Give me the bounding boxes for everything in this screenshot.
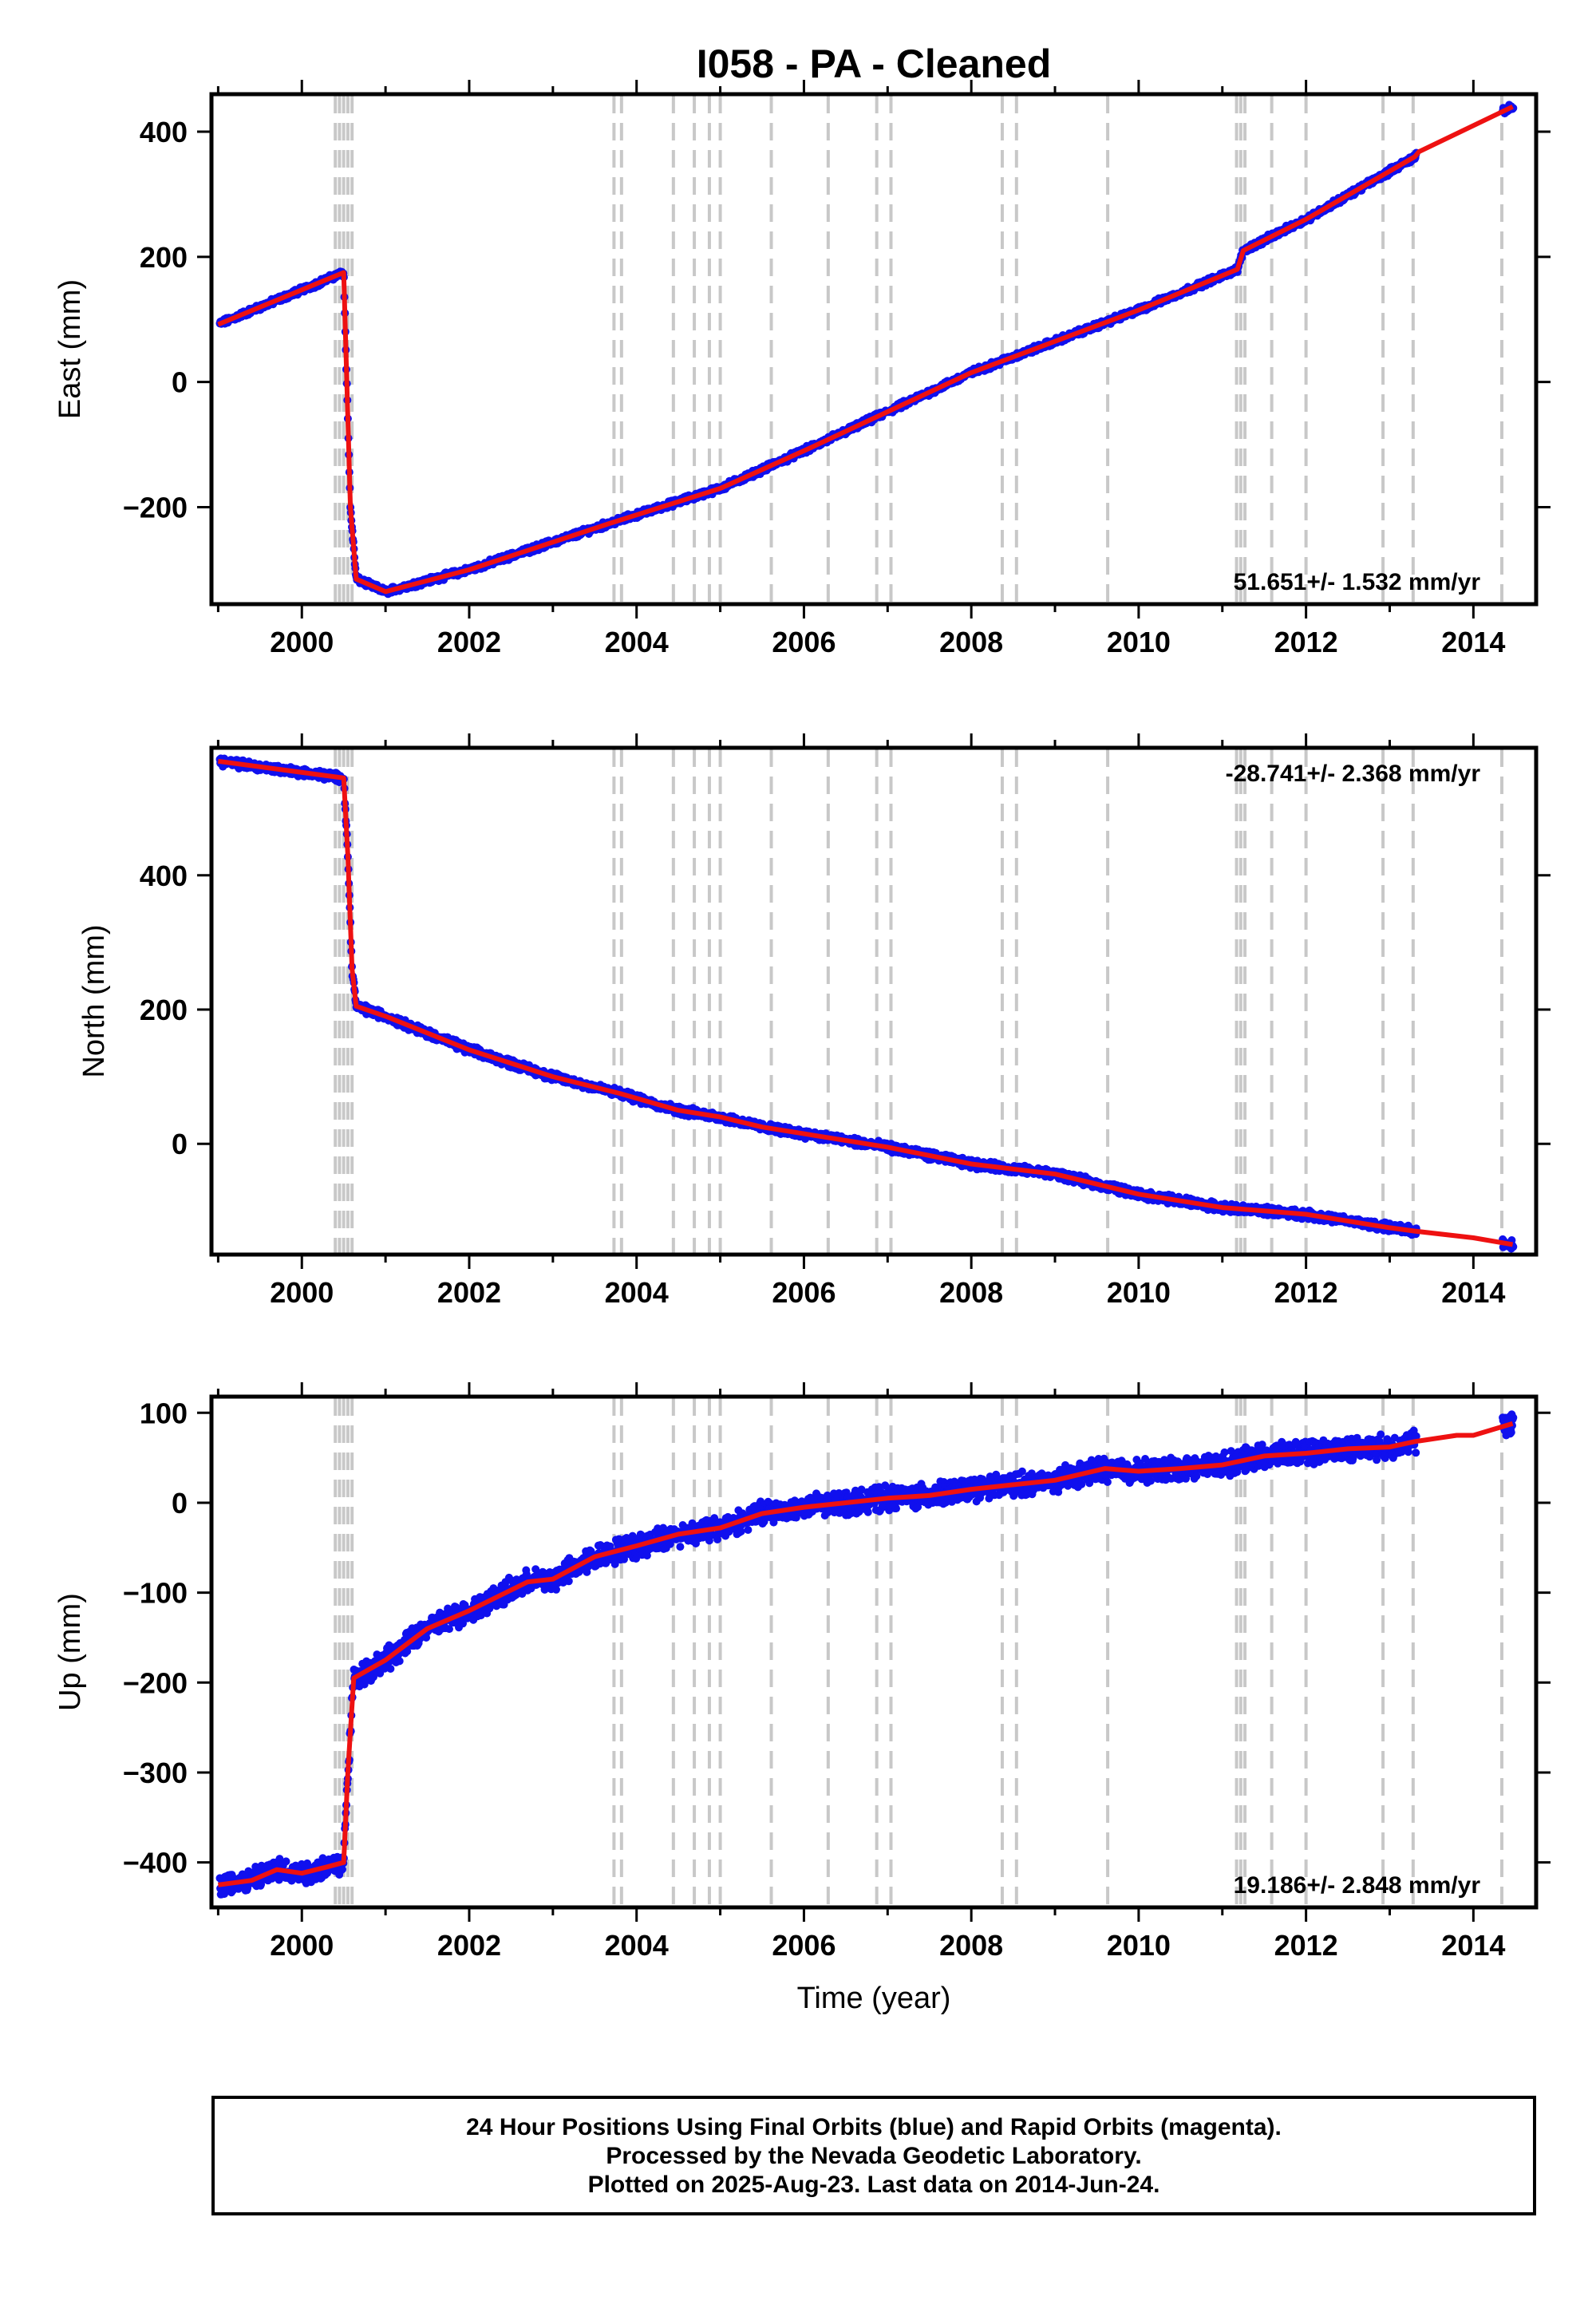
- east-y-axis-label: East (mm): [53, 279, 87, 419]
- north-y-tick-label: 200: [140, 994, 188, 1026]
- north-model-polyline: [218, 758, 1514, 1247]
- east-x-tick-label: 2006: [772, 626, 836, 658]
- north-x-tick-label: 2012: [1274, 1276, 1338, 1309]
- north-y-tick-label: 400: [140, 860, 188, 892]
- north-steps: [334, 749, 1504, 1253]
- north-x-tick-label: 2002: [437, 1276, 501, 1309]
- north-x-tick-label: 2010: [1107, 1276, 1171, 1309]
- north-y-axis-label: North (mm): [77, 924, 111, 1077]
- east-steps: [334, 96, 1504, 603]
- north-frame: [209, 745, 1539, 1257]
- north-y-tick-label: 0: [172, 1128, 188, 1160]
- up-steps: [334, 1398, 1504, 1906]
- north-data-points: [215, 754, 1518, 1253]
- east-x-tick-label: 2004: [605, 626, 669, 658]
- north-x-tick-label: 2004: [605, 1276, 669, 1309]
- north-x-tick-label: 2000: [270, 1276, 334, 1309]
- east-x-tick-label: 2010: [1107, 626, 1171, 658]
- east-y-tick-label: 200: [140, 241, 188, 274]
- east-panel: 2000 2002 2004 2006 2008 2010 2012 2014 −200 0 20…: [53, 80, 1551, 658]
- figure-title: I058 - PA - Cleaned: [697, 41, 1052, 86]
- north-x-tick-label: 2014: [1441, 1276, 1505, 1309]
- east-frame-rect: [209, 92, 1539, 607]
- up-panel: 2000 2002 2004 2006 2008 2010 2012 2014 −400−30…: [53, 1382, 1551, 1962]
- east-x-tick-label: 2014: [1441, 626, 1505, 658]
- east-rate-label: 51.651+/- 1.532 mm/yr: [1234, 569, 1481, 595]
- north-model-line: [218, 758, 1514, 1247]
- east-x-tick-label: 2012: [1274, 626, 1338, 658]
- east-y-ticks: −200 0 200 400: [123, 116, 1551, 524]
- east-y-tick-label: 0: [172, 366, 188, 399]
- east-x-tick-label: 2002: [437, 626, 501, 658]
- east-y-tick-label: 400: [140, 116, 188, 148]
- east-y-tick-label: −200: [123, 491, 188, 524]
- east-model-line: [217, 104, 1514, 595]
- north-panel: 2000 2002 2004 2006 2008 2010 2012 2014 0 200 400…: [77, 733, 1551, 1309]
- north-rate-label: -28.741+/- 2.368 mm/yr: [1226, 761, 1481, 787]
- north-x-tick-label: 2006: [772, 1276, 836, 1309]
- east-frame: [209, 92, 1539, 607]
- east-x-tick-label: 2008: [939, 626, 1003, 658]
- north-x-tick-label: 2008: [939, 1276, 1003, 1309]
- east-model-polyline: [217, 104, 1514, 595]
- east-data-points: [215, 101, 1518, 599]
- east-x-tick-label: 2000: [270, 626, 334, 658]
- north-frame-rect: [209, 745, 1539, 1257]
